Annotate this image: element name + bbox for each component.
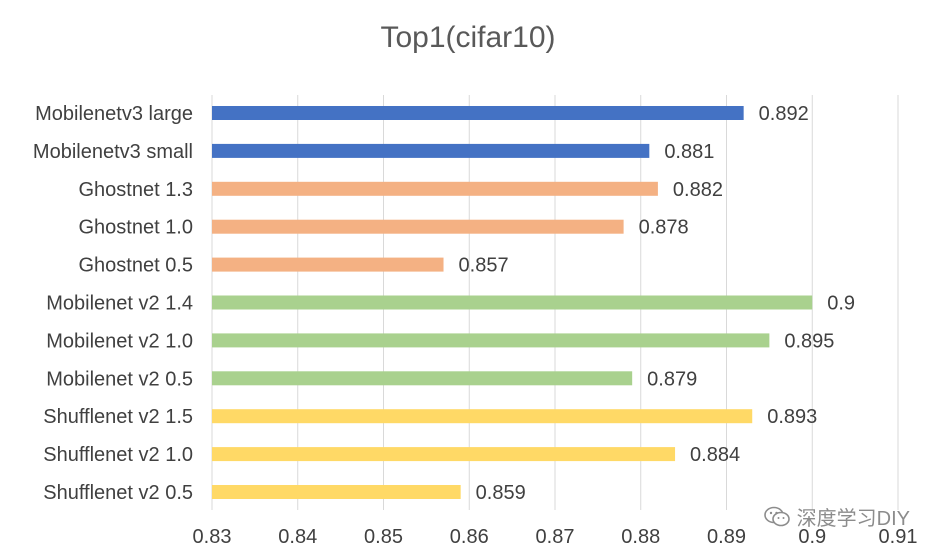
x-tick-label: 0.83 bbox=[193, 526, 232, 548]
bars bbox=[212, 106, 813, 499]
bar bbox=[212, 143, 650, 158]
bar-value-label: 0.895 bbox=[784, 330, 834, 352]
x-axis-ticks: 0.83 0.84 0.85 0.86 0.87 0.88 0.89 0.9 0.91 bbox=[193, 526, 918, 548]
bar-value-label: 0.882 bbox=[673, 179, 723, 201]
value-labels: 0.892 0.881 0.882 0.878 0.857 0.9 0.895 0.879 0.… bbox=[459, 103, 856, 504]
x-tick-label: 0.85 bbox=[364, 526, 403, 548]
x-tick-label: 0.88 bbox=[621, 526, 660, 548]
bar-value-label: 0.857 bbox=[459, 255, 509, 277]
category-labels: Mobilenetv3 large Mobilenetv3 small Ghostn… bbox=[33, 103, 193, 504]
bar-value-label: 0.859 bbox=[476, 482, 526, 504]
x-tick-label: 0.9 bbox=[798, 526, 826, 548]
bar bbox=[212, 106, 744, 120]
category-label: Mobilenetv3 large bbox=[35, 103, 193, 125]
category-label: Mobilenet v2 1.0 bbox=[46, 330, 193, 352]
category-label: Mobilenet v2 0.5 bbox=[46, 368, 193, 390]
bar bbox=[212, 371, 633, 386]
category-label: Ghostnet 1.0 bbox=[78, 217, 193, 239]
bar bbox=[212, 181, 658, 196]
bar-value-label: 0.878 bbox=[639, 217, 689, 239]
category-label: Shufflenet v2 1.5 bbox=[43, 406, 193, 428]
bar bbox=[212, 333, 770, 348]
bar-value-label: 0.881 bbox=[664, 141, 714, 163]
x-tick-label: 0.89 bbox=[707, 526, 746, 548]
category-label: Shufflenet v2 1.0 bbox=[43, 444, 193, 466]
bar bbox=[212, 447, 676, 462]
x-tick-label: 0.84 bbox=[278, 526, 317, 548]
wechat-icon bbox=[763, 506, 790, 526]
chart-title: Top1(cifar10) bbox=[380, 21, 555, 54]
bar bbox=[212, 409, 753, 424]
bar-value-label: 0.884 bbox=[690, 444, 740, 466]
x-tick-label: 0.87 bbox=[536, 526, 575, 548]
watermark-text: 深度学习DIY bbox=[796, 508, 910, 530]
bar bbox=[212, 485, 461, 499]
category-label: Ghostnet 0.5 bbox=[78, 255, 193, 277]
category-label: Mobilenet v2 1.4 bbox=[46, 293, 193, 315]
bar-value-label: 0.879 bbox=[647, 368, 697, 390]
watermark: 深度学习DIY bbox=[763, 502, 910, 531]
bar-value-label: 0.893 bbox=[767, 406, 817, 428]
bar bbox=[212, 257, 444, 272]
category-label: Ghostnet 1.3 bbox=[78, 179, 193, 201]
x-tick-label: 0.91 bbox=[879, 526, 918, 548]
bar-value-label: 0.9 bbox=[827, 293, 855, 315]
bar bbox=[212, 295, 813, 310]
category-label: Mobilenetv3 small bbox=[33, 141, 193, 163]
x-tick-label: 0.86 bbox=[450, 526, 489, 548]
bar-value-label: 0.892 bbox=[759, 103, 809, 125]
category-label: Shufflenet v2 0.5 bbox=[43, 482, 193, 504]
bar bbox=[212, 219, 624, 234]
